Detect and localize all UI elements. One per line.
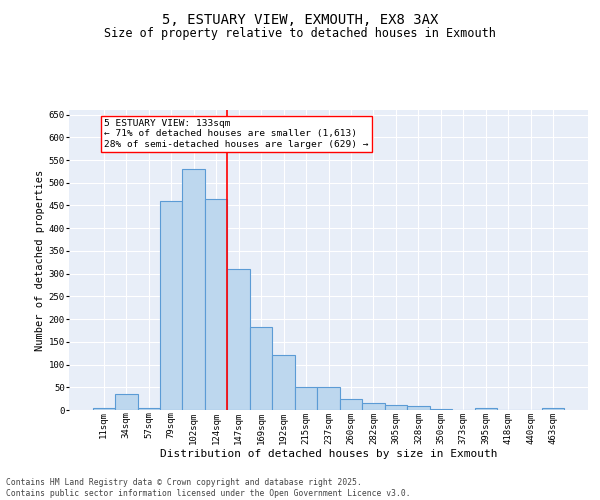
Bar <box>385 406 407 410</box>
Bar <box>205 198 227 410</box>
Bar <box>475 408 497 410</box>
Bar <box>227 269 250 410</box>
Text: Contains HM Land Registry data © Crown copyright and database right 2025.
Contai: Contains HM Land Registry data © Crown c… <box>6 478 410 498</box>
Bar <box>295 388 317 410</box>
Bar <box>137 408 160 410</box>
Text: Size of property relative to detached houses in Exmouth: Size of property relative to detached ho… <box>104 28 496 40</box>
Bar <box>340 398 362 410</box>
Bar <box>92 408 115 410</box>
Bar <box>407 406 430 410</box>
Bar <box>542 408 565 410</box>
Text: 5 ESTUARY VIEW: 133sqm
← 71% of detached houses are smaller (1,613)
28% of semi-: 5 ESTUARY VIEW: 133sqm ← 71% of detached… <box>104 119 368 149</box>
Bar <box>362 403 385 410</box>
X-axis label: Distribution of detached houses by size in Exmouth: Distribution of detached houses by size … <box>160 449 497 459</box>
Bar <box>250 327 272 410</box>
Y-axis label: Number of detached properties: Number of detached properties <box>35 170 44 350</box>
Bar <box>160 201 182 410</box>
Bar <box>272 356 295 410</box>
Bar <box>317 388 340 410</box>
Bar <box>182 169 205 410</box>
Bar <box>115 394 137 410</box>
Bar <box>430 408 452 410</box>
Text: 5, ESTUARY VIEW, EXMOUTH, EX8 3AX: 5, ESTUARY VIEW, EXMOUTH, EX8 3AX <box>162 12 438 26</box>
